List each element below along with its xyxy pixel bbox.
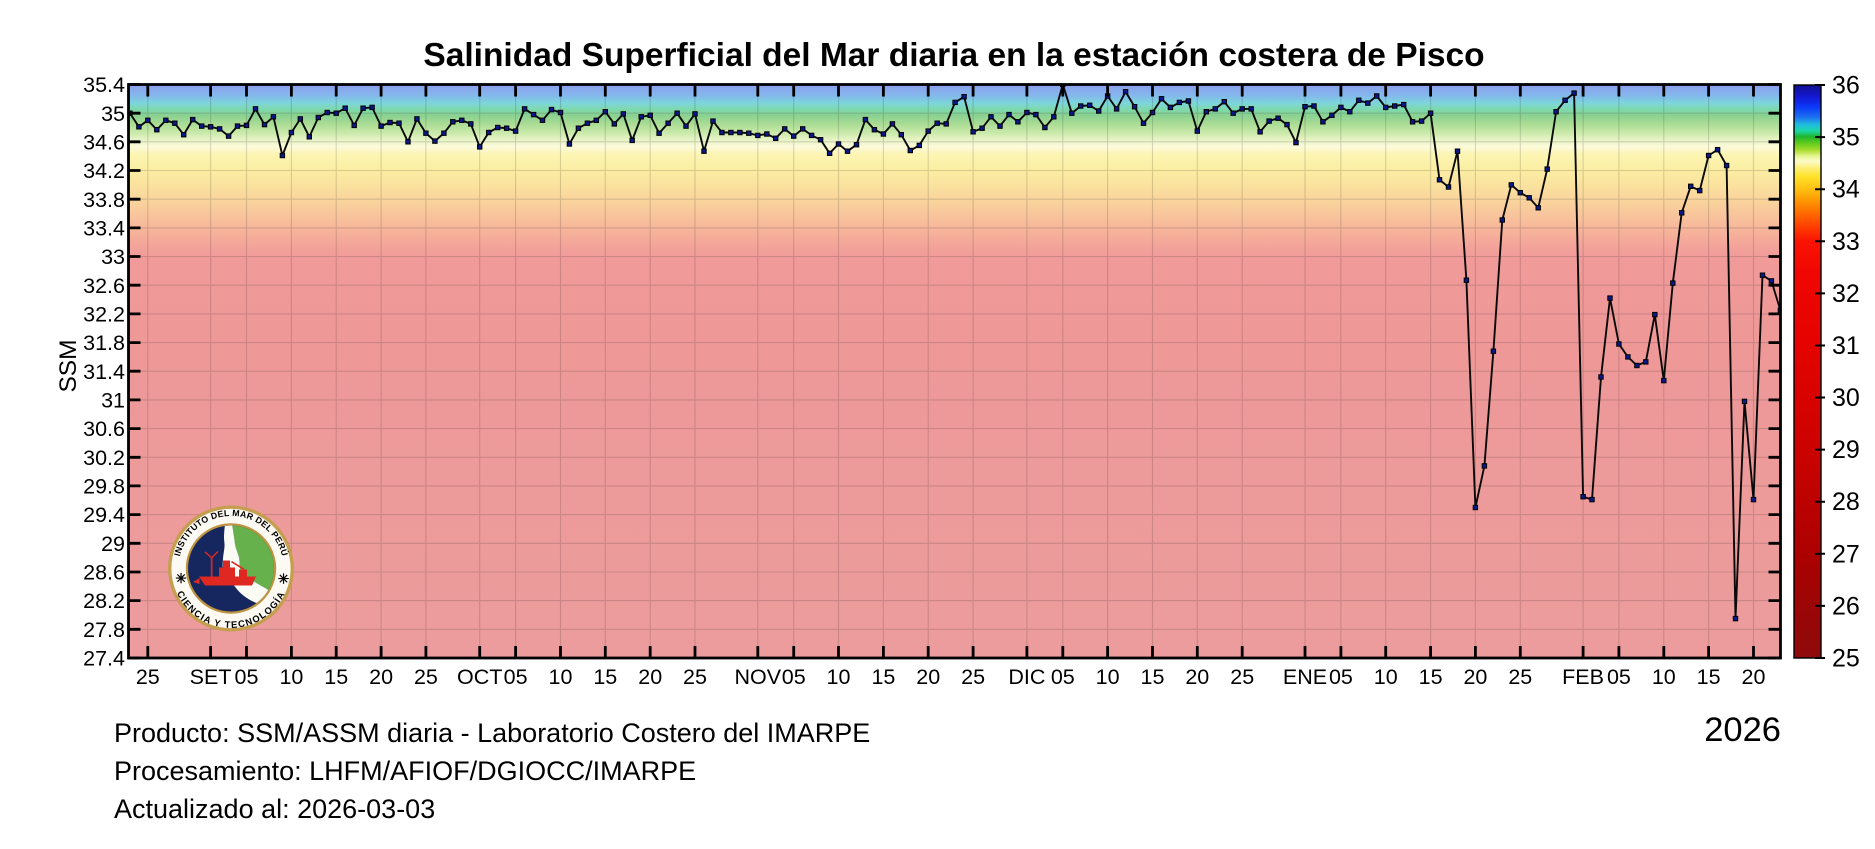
- svg-text:29: 29: [1832, 436, 1860, 464]
- svg-text:34.2: 34.2: [83, 159, 125, 183]
- svg-text:25: 25: [961, 665, 985, 689]
- svg-text:28.2: 28.2: [83, 589, 125, 613]
- svg-text:10: 10: [827, 665, 851, 689]
- svg-text:29.8: 29.8: [83, 475, 125, 499]
- svg-text:20: 20: [916, 665, 940, 689]
- svg-text:32.6: 32.6: [83, 274, 125, 298]
- svg-text:10: 10: [1096, 665, 1120, 689]
- svg-text:15: 15: [1419, 665, 1443, 689]
- svg-text:30: 30: [1832, 384, 1860, 412]
- svg-text:10: 10: [549, 665, 573, 689]
- svg-text:05: 05: [504, 665, 528, 689]
- svg-text:34: 34: [1832, 176, 1860, 204]
- svg-text:31: 31: [101, 389, 125, 413]
- svg-text:29.4: 29.4: [83, 503, 125, 527]
- svg-text:27.8: 27.8: [83, 618, 125, 642]
- svg-text:35.4: 35.4: [83, 73, 125, 97]
- svg-text:33: 33: [101, 245, 125, 269]
- svg-text:20: 20: [1463, 665, 1487, 689]
- svg-text:Salinidad Superficial del Mar: Salinidad Superficial del Mar diaria en …: [423, 37, 1484, 74]
- svg-text:NOV: NOV: [735, 665, 782, 689]
- svg-text:25: 25: [1230, 665, 1254, 689]
- svg-text:10: 10: [279, 665, 303, 689]
- svg-text:29: 29: [101, 532, 125, 556]
- svg-text:25: 25: [136, 665, 160, 689]
- svg-text:32: 32: [1832, 280, 1860, 308]
- svg-text:FEB: FEB: [1562, 665, 1604, 689]
- svg-text:27.4: 27.4: [83, 647, 125, 671]
- svg-text:33: 33: [1832, 228, 1860, 256]
- svg-text:20: 20: [1742, 665, 1766, 689]
- svg-text:DIC: DIC: [1008, 665, 1045, 689]
- svg-text:SSM: SSM: [55, 339, 82, 392]
- svg-text:35: 35: [101, 102, 125, 126]
- svg-text:25: 25: [683, 665, 707, 689]
- svg-text:05: 05: [782, 665, 806, 689]
- svg-text:35: 35: [1832, 124, 1860, 152]
- svg-text:15: 15: [593, 665, 617, 689]
- svg-text:Procesamiento: LHFM/AFIOF/DGIO: Procesamiento: LHFM/AFIOF/DGIOCC/IMARPE: [114, 756, 696, 786]
- svg-text:20: 20: [369, 665, 393, 689]
- svg-text:27: 27: [1832, 540, 1860, 568]
- svg-text:Actualizado al: 2026-03-03: Actualizado al: 2026-03-03: [114, 794, 435, 824]
- svg-text:26: 26: [1832, 592, 1860, 620]
- svg-text:36: 36: [1832, 72, 1860, 100]
- svg-text:10: 10: [1374, 665, 1398, 689]
- svg-text:32.2: 32.2: [83, 303, 125, 327]
- svg-text:05: 05: [1329, 665, 1353, 689]
- svg-text:SET: SET: [190, 665, 232, 689]
- svg-text:15: 15: [871, 665, 895, 689]
- svg-text:33.4: 33.4: [83, 217, 125, 241]
- svg-text:28: 28: [1832, 488, 1860, 516]
- svg-text:31: 31: [1832, 332, 1860, 360]
- svg-text:20: 20: [1185, 665, 1209, 689]
- svg-text:30.2: 30.2: [83, 446, 125, 470]
- svg-text:25: 25: [1508, 665, 1532, 689]
- svg-text:05: 05: [1607, 665, 1631, 689]
- svg-text:15: 15: [1697, 665, 1721, 689]
- svg-text:OCT: OCT: [457, 665, 502, 689]
- svg-text:15: 15: [324, 665, 348, 689]
- svg-text:31.4: 31.4: [83, 360, 125, 384]
- svg-text:05: 05: [235, 665, 259, 689]
- svg-text:30.6: 30.6: [83, 417, 125, 441]
- svg-text:31.8: 31.8: [83, 331, 125, 355]
- svg-text:10: 10: [1652, 665, 1676, 689]
- svg-text:34.6: 34.6: [83, 130, 125, 154]
- svg-text:25: 25: [414, 665, 438, 689]
- svg-text:✳: ✳: [278, 572, 290, 587]
- svg-text:25: 25: [1832, 645, 1860, 673]
- svg-text:Producto: SSM/ASSM diaria - La: Producto: SSM/ASSM diaria - Laboratorio …: [114, 718, 870, 748]
- svg-text:05: 05: [1051, 665, 1075, 689]
- svg-text:2026: 2026: [1704, 711, 1781, 749]
- svg-text:20: 20: [638, 665, 662, 689]
- svg-text:ENE: ENE: [1283, 665, 1327, 689]
- svg-text:33.8: 33.8: [83, 188, 125, 212]
- svg-text:✳: ✳: [175, 571, 187, 586]
- svg-text:15: 15: [1141, 665, 1165, 689]
- svg-text:28.6: 28.6: [83, 561, 125, 585]
